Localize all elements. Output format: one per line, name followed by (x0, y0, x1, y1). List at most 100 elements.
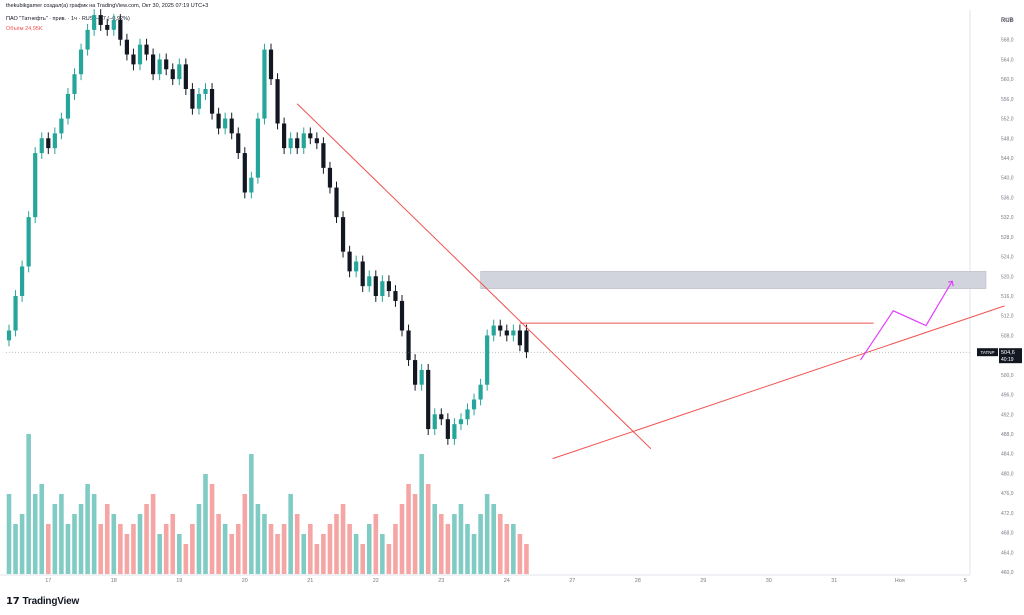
volume-bar (366, 524, 372, 574)
price-tick-label: 468,0 (1001, 531, 1014, 537)
volume-bar (46, 524, 51, 574)
candle-body (426, 369, 431, 430)
candle (301, 127, 306, 155)
candle (6, 324, 12, 347)
time-tick-label: 18 (111, 578, 117, 584)
candle-body (517, 330, 522, 346)
volume-bar (294, 514, 300, 574)
price-tick-label: 464,0 (1001, 550, 1014, 556)
candle-body (498, 325, 503, 331)
candle (367, 270, 372, 293)
last-price-label: 504,6 (1001, 350, 1015, 356)
volume-bar (26, 434, 31, 574)
candle-body (288, 138, 293, 149)
time-tick-label: 31 (831, 578, 837, 584)
candle-body (360, 261, 365, 287)
price-tick-label: 516,0 (1001, 294, 1014, 300)
candle (20, 260, 25, 302)
candle (334, 181, 339, 224)
candle-body (504, 330, 509, 336)
candle (242, 147, 247, 199)
time-tick-label: 28 (635, 578, 641, 584)
volume-bar (281, 524, 287, 574)
time-tick-label: 20 (242, 578, 248, 584)
candle (229, 112, 234, 140)
ticker-badge (977, 348, 998, 357)
time-tick-label: 30 (766, 578, 772, 584)
volume-bar (465, 524, 470, 574)
candle-body (72, 74, 77, 94)
volume-bar (412, 494, 418, 574)
candle (393, 285, 398, 307)
candle-body (262, 49, 267, 119)
candle-body (354, 261, 359, 272)
candle-body (13, 296, 18, 331)
time-tick-label: 22 (373, 578, 379, 584)
projection-arrowhead (948, 280, 954, 287)
volume-bar (504, 524, 510, 574)
candle-body (52, 133, 57, 149)
candle-body (524, 330, 529, 353)
volume-bar (458, 504, 464, 574)
volume-bar (209, 484, 215, 574)
volume-bar (419, 454, 424, 574)
time-tick-label: 19 (176, 578, 182, 584)
volume-bar (111, 514, 117, 574)
candle-body (46, 138, 51, 149)
candle-body (137, 44, 143, 65)
candle (452, 418, 457, 445)
volume-bar (497, 514, 503, 574)
candle-body (485, 335, 490, 385)
volume-bar (72, 514, 77, 574)
volume-value: 24,95K (25, 26, 43, 32)
price-tick-label: 548,0 (1001, 136, 1014, 142)
volume-bar (144, 504, 149, 574)
candle (373, 270, 378, 302)
candle-body (98, 15, 103, 25)
volume-bar (524, 544, 529, 574)
time-tick-label: 5 (964, 578, 967, 584)
symbol-line[interactable]: ПАО "Татнефть" · прив. · 1ч · RUS −4,7 (… (6, 16, 130, 22)
candle (517, 324, 522, 352)
candle-body (20, 266, 25, 296)
currency-label: RUB (1001, 18, 1014, 24)
candle (504, 324, 509, 342)
candle-body (373, 276, 378, 296)
last-price-badge (999, 348, 1022, 364)
candle (164, 53, 169, 76)
chart-author-header: thekubikgamer создал(а) график на Tradin… (6, 3, 209, 9)
volume-bar (235, 524, 241, 574)
candle-body (203, 89, 208, 94)
volume-bar (104, 504, 110, 574)
candle (327, 161, 333, 194)
candle-body (419, 369, 424, 385)
candle-body (295, 138, 300, 149)
volume-bar (52, 504, 58, 574)
volume-bar (425, 484, 431, 574)
volume-bar (150, 494, 156, 574)
volume-bar (157, 534, 162, 574)
candle-body (406, 330, 411, 361)
volume-bar (124, 534, 130, 574)
volume-bar (334, 514, 339, 574)
tradingview-logo[interactable]: 17 TradingView (6, 596, 79, 607)
projection-path (860, 280, 953, 361)
candle (439, 408, 444, 426)
candle-body (111, 20, 116, 30)
volume-bar (216, 514, 221, 574)
candle (52, 127, 57, 155)
candle (354, 255, 359, 278)
candle-body (105, 24, 110, 30)
time-tick-label: 17 (45, 578, 51, 584)
volume-bar (13, 524, 18, 574)
time-tick-label: 27 (569, 578, 575, 584)
candle-body (229, 118, 234, 134)
price-tick-label: 476,0 (1001, 491, 1014, 497)
volume-bar (177, 534, 182, 574)
volume-bar (301, 534, 307, 574)
price-tick-label: 512,0 (1001, 314, 1014, 320)
candle-body (275, 79, 280, 124)
price-tick-label: 488,0 (1001, 432, 1014, 438)
volume-bar (6, 494, 12, 574)
